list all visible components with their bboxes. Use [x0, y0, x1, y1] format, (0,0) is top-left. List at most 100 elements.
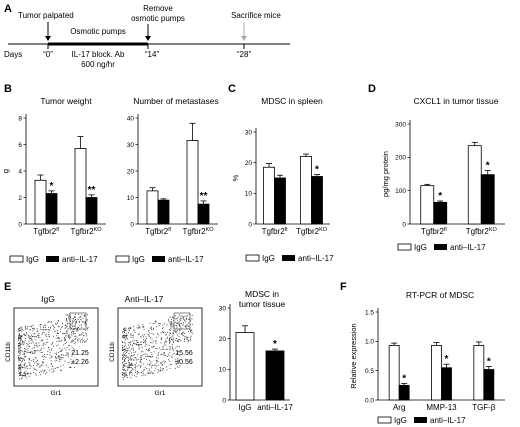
flow-event-dot — [43, 347, 45, 349]
flow-event-dot — [71, 363, 73, 364]
label-osmotic-pumps: Osmotic pumps — [70, 27, 126, 36]
flow-event-dot — [19, 343, 21, 345]
flow-event-dot — [40, 352, 42, 354]
flow-event-dot — [148, 350, 150, 351]
flow-plot-igg: IgG CD11b Gr1 21.25 ±2.26 — [5, 294, 99, 397]
flow-event-dot — [72, 339, 74, 341]
flow-event-dot — [150, 352, 152, 353]
flow-event-dot — [129, 364, 130, 366]
flow-event-dot — [184, 336, 186, 338]
flow-event-dot — [151, 354, 153, 355]
flow-event-dot — [64, 337, 66, 339]
flow-event-dot — [166, 341, 168, 343]
flow-event-dot — [62, 323, 63, 325]
flow-event-dot — [171, 335, 173, 337]
flow-event-dot — [69, 336, 71, 338]
label-days: Days — [4, 50, 22, 59]
flow-event-dot — [129, 350, 131, 352]
flow-event-dot — [144, 343, 146, 345]
flow-event-dot — [54, 367, 56, 369]
flow-event-dot — [175, 325, 177, 326]
flow-event-dot — [181, 333, 183, 334]
flow-event-dot — [174, 358, 176, 360]
flow-event-dot — [124, 361, 126, 362]
flow-event-dot — [49, 354, 51, 356]
flow-event-dot — [35, 361, 37, 362]
flow-event-dot — [29, 346, 30, 347]
flow-event-dot — [86, 320, 88, 322]
flow-event-dot — [48, 334, 50, 335]
flow-event-dot — [178, 351, 180, 353]
flow-event-dot — [68, 334, 70, 336]
flow-event-dot — [53, 368, 55, 370]
flow-event-dot — [140, 364, 142, 366]
flow-event-dot — [184, 315, 186, 317]
flow-event-dot — [155, 342, 157, 344]
flow-event-dot — [36, 370, 38, 371]
flow-event-dot — [125, 349, 126, 351]
flow-event-dot — [181, 334, 183, 335]
flow-event-dot — [133, 342, 134, 344]
flow-event-dot — [71, 331, 72, 333]
flow-event-dot — [23, 333, 24, 335]
flow-event-dot — [71, 333, 73, 335]
flow-event-dot — [123, 341, 125, 343]
flow-event-dot — [143, 341, 144, 343]
flow-event-dot — [35, 338, 37, 340]
flow-event-dot — [27, 326, 28, 328]
flow-event-dot — [66, 314, 68, 316]
flow-event-dot — [24, 362, 26, 364]
flow-event-dot — [19, 340, 21, 342]
flow-event-dot — [153, 351, 155, 353]
flow-event-dot — [21, 358, 23, 359]
flow-event-dot — [131, 355, 133, 357]
flow-event-dot — [131, 372, 133, 373]
flow-event-dot — [54, 360, 56, 362]
flow-event-dot — [133, 353, 135, 355]
flow-event-dot — [27, 351, 29, 353]
flow-event-dot — [133, 330, 135, 332]
flow-event-dot — [125, 370, 127, 371]
flow-event-dot — [143, 369, 145, 371]
flow-event-dot — [32, 340, 34, 342]
flow-event-dot — [78, 327, 79, 328]
flow-event-dot — [27, 335, 29, 337]
flow-event-dot — [124, 365, 126, 367]
flow-event-dot — [138, 344, 140, 345]
flow-event-dot — [151, 328, 152, 330]
flow-event-dot — [40, 374, 41, 376]
legend-label-anti: anti–IL-17 — [450, 243, 486, 252]
flow-event-dot — [167, 336, 169, 338]
flow-event-dot — [185, 321, 187, 323]
flow-event-dot — [151, 333, 153, 334]
flow-event-dot — [129, 374, 130, 376]
flow-event-dot — [63, 347, 65, 349]
flow-event-dot — [128, 362, 130, 364]
flow-event-dot — [188, 319, 190, 320]
flow-event-dot — [23, 375, 25, 377]
flow-event-dot — [131, 369, 133, 371]
flow-event-dot — [169, 332, 171, 334]
significance-marker: * — [50, 181, 54, 192]
flow-event-dot — [169, 346, 171, 348]
flow-event-dot — [74, 342, 76, 344]
flow-event-dot — [59, 348, 61, 349]
flow-event-dot — [60, 340, 62, 342]
flow-event-dot — [162, 327, 164, 329]
chart-cxcl1: CXCL1 in tumor tissue 0 100 200 300 pg/mg pro… — [381, 96, 505, 236]
flow-event-dot — [20, 372, 22, 374]
flow-event-dot — [130, 334, 132, 336]
flow-event-dot — [143, 369, 145, 370]
flow-event-dot — [71, 355, 73, 357]
flow-event-dot — [48, 326, 49, 328]
flow-event-dot — [161, 353, 163, 355]
flow-event-dot — [183, 331, 184, 333]
flow-event-dot — [66, 331, 68, 333]
significance-marker: * — [445, 354, 449, 365]
flow-event-dot — [36, 344, 38, 346]
y-tick-label: 20 — [127, 168, 135, 175]
flow-event-dot — [136, 365, 138, 367]
flow-event-dot — [67, 328, 69, 330]
flow-event-dot — [22, 360, 23, 362]
flow-event-dot — [176, 325, 178, 327]
